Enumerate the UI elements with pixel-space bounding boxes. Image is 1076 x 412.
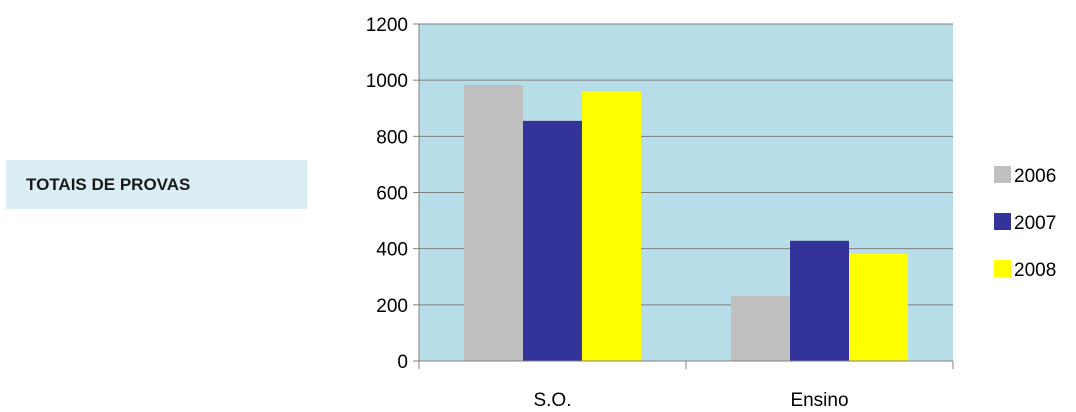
bar-2007-ensino bbox=[790, 240, 849, 361]
y-tick-label: 800 bbox=[376, 127, 408, 148]
legend-swatch-2007 bbox=[994, 213, 1011, 230]
x-category-label: S.O. bbox=[533, 390, 571, 411]
y-tick-label: 600 bbox=[376, 184, 408, 205]
bars bbox=[464, 84, 908, 362]
chart-title: TOTAIS DE PROVAS bbox=[6, 160, 307, 209]
y-tick-label: 1200 bbox=[366, 15, 408, 36]
bar-2006-ensino bbox=[731, 295, 790, 361]
bar-2008-ensino bbox=[849, 253, 908, 361]
y-tick-label: 200 bbox=[376, 296, 408, 317]
legend-label-2006: 2006 bbox=[1014, 166, 1056, 187]
bar-2007-so bbox=[523, 120, 582, 361]
legend-swatch-2008 bbox=[994, 260, 1011, 277]
bar-2008-so bbox=[582, 91, 641, 362]
y-tick-label: 1000 bbox=[366, 71, 408, 92]
legend-label-2007: 2007 bbox=[1014, 213, 1056, 234]
legend: 2006 2007 2008 bbox=[994, 166, 1056, 281]
legend-label-2008: 2008 bbox=[1014, 260, 1056, 281]
legend-swatch-2006 bbox=[994, 166, 1011, 183]
y-tick-label: 400 bbox=[376, 240, 408, 261]
bar-2006-so bbox=[464, 84, 523, 362]
x-category-label: Ensino bbox=[790, 390, 848, 411]
axes: 0 200 400 600 800 1000 1200 S.O. Ensino bbox=[366, 15, 954, 411]
y-tick-label: 0 bbox=[397, 352, 408, 373]
